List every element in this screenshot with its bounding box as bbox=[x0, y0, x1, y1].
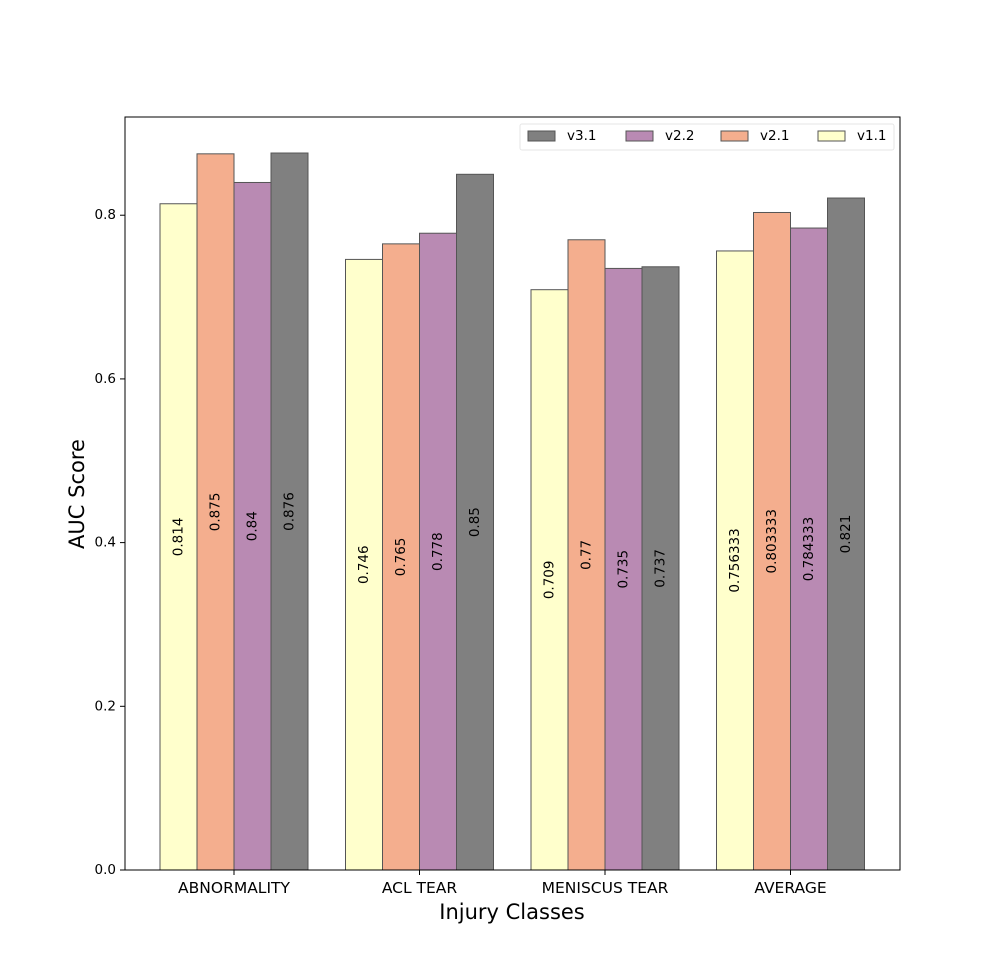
y-tick-label: 0.6 bbox=[95, 371, 116, 387]
legend-frame bbox=[519, 123, 895, 151]
x-axis-label: Injury Classes bbox=[439, 900, 585, 924]
y-axis-label: AUC Score bbox=[65, 439, 89, 549]
value-label: 0.814 bbox=[171, 518, 187, 557]
y-tick-label: 0.0 bbox=[95, 862, 116, 878]
bar-v1-1-0 bbox=[159, 203, 198, 871]
bar-v3-1-1 bbox=[456, 173, 494, 871]
x-tick-label: MENISCUS TEAR bbox=[542, 879, 669, 897]
x-tick-label: ACL TEAR bbox=[382, 879, 458, 897]
x-tick-label: AVERAGE bbox=[754, 879, 826, 897]
legend-label: v1.1 bbox=[857, 128, 886, 144]
bar-v1-1-2 bbox=[530, 289, 569, 871]
value-label: 0.821 bbox=[838, 515, 854, 554]
bar-v2-1-2 bbox=[567, 239, 606, 871]
bar-v3-1-2 bbox=[641, 266, 680, 871]
legend-swatch bbox=[720, 130, 749, 142]
y-tick-label: 0.8 bbox=[95, 207, 116, 223]
value-label: 0.778 bbox=[430, 532, 446, 571]
legend-label: v2.2 bbox=[665, 128, 694, 144]
legend-swatch bbox=[527, 130, 556, 142]
legend-swatch bbox=[817, 130, 846, 142]
bar-v2-1-0 bbox=[196, 153, 235, 871]
value-label: 0.875 bbox=[208, 493, 224, 532]
bar-v2-2-1 bbox=[419, 232, 457, 871]
bars-group bbox=[159, 152, 865, 871]
y-tick-label: 0.4 bbox=[95, 535, 116, 551]
value-labels-group: 0.814 0.875 0.84 0.876 0.746 0.765 0.778 0.85 0.… bbox=[171, 492, 855, 599]
legend: v3.1 v2.2 v2.1 v1.1 bbox=[519, 123, 895, 151]
plot-frame bbox=[124, 116, 901, 871]
y-tick-label: 0.2 bbox=[95, 698, 116, 714]
value-label: 0.756333 bbox=[727, 528, 743, 592]
value-label: 0.77 bbox=[579, 540, 595, 570]
value-label: 0.803333 bbox=[764, 509, 780, 573]
value-label: 0.876 bbox=[282, 492, 298, 531]
legend-swatch bbox=[625, 130, 654, 142]
bar-v1-1-3 bbox=[716, 250, 754, 871]
x-tick-label: ABNORMALITY bbox=[178, 879, 290, 897]
bar-v3-1-3 bbox=[827, 197, 865, 871]
value-label: 0.746 bbox=[356, 545, 372, 584]
legend-label: v2.1 bbox=[760, 128, 789, 144]
value-label: 0.765 bbox=[393, 538, 409, 577]
value-label: 0.784333 bbox=[801, 517, 817, 581]
bar-v2-1-3 bbox=[753, 211, 791, 871]
x-axis: ABNORMALITY ACL TEAR MENISCUS TEAR AVERAGE bbox=[178, 870, 827, 897]
legend-label: v3.1 bbox=[567, 128, 596, 144]
bar-v2-2-0 bbox=[233, 181, 272, 871]
value-label: 0.737 bbox=[653, 549, 669, 588]
value-label: 0.84 bbox=[245, 511, 261, 541]
value-label: 0.709 bbox=[542, 561, 558, 600]
bar-v2-2-3 bbox=[790, 227, 828, 871]
value-label: 0.85 bbox=[467, 507, 483, 537]
y-axis: 0.0 0.2 0.4 0.6 0.8 bbox=[95, 207, 125, 878]
value-label: 0.735 bbox=[616, 550, 632, 589]
